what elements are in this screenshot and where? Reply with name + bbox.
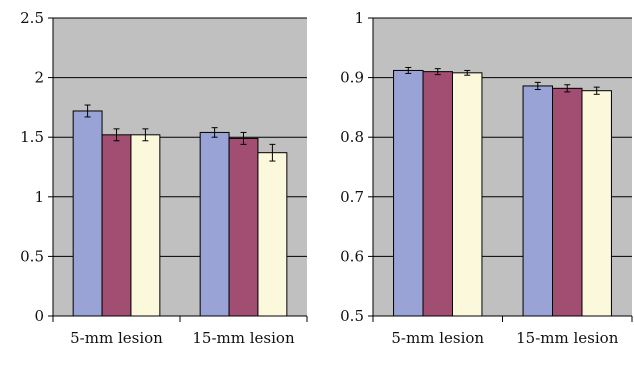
bar-0-1-1 — [228, 137, 259, 317]
y-tick-label-0-0: 0 — [34, 307, 44, 325]
y-tick-label-0-4: 2 — [34, 69, 44, 87]
y-tick-label-1-4: 0.9 — [340, 69, 364, 87]
bar-1-1-2 — [581, 90, 612, 317]
bar-1-0-2 — [451, 72, 483, 317]
category-label-0-0: 5-mm lesion — [70, 329, 163, 347]
bar-1-1-0 — [522, 85, 554, 317]
y-tick-label-0-3: 1.5 — [20, 128, 44, 146]
y-tick-label-0-2: 1 — [34, 188, 44, 206]
category-label-0-1: 15-mm lesion — [192, 329, 295, 347]
bar-1-1-1 — [552, 87, 583, 317]
y-tick-label-1-2: 0.7 — [340, 188, 364, 206]
bar-0-0-0 — [72, 110, 103, 317]
y-tick-label-1-1: 0.6 — [340, 247, 364, 265]
category-label-1-0: 5-mm lesion — [391, 329, 484, 347]
bar-0-0-1 — [101, 134, 132, 317]
y-tick-label-1-5: 1 — [354, 9, 364, 27]
bar-1-0-1 — [422, 71, 453, 317]
bar-0-0-2 — [130, 134, 161, 317]
bar-0-1-2 — [257, 152, 288, 317]
bar-1-0-0 — [393, 69, 424, 317]
y-tick-label-1-3: 0.8 — [340, 128, 364, 146]
y-tick-label-0-1: 0.5 — [20, 247, 44, 265]
category-label-1-1: 15-mm lesion — [516, 329, 619, 347]
y-tick-label-0-5: 2.5 — [20, 9, 44, 27]
y-tick-label-1-0: 0.5 — [340, 307, 364, 325]
bar-0-1-0 — [199, 131, 230, 317]
